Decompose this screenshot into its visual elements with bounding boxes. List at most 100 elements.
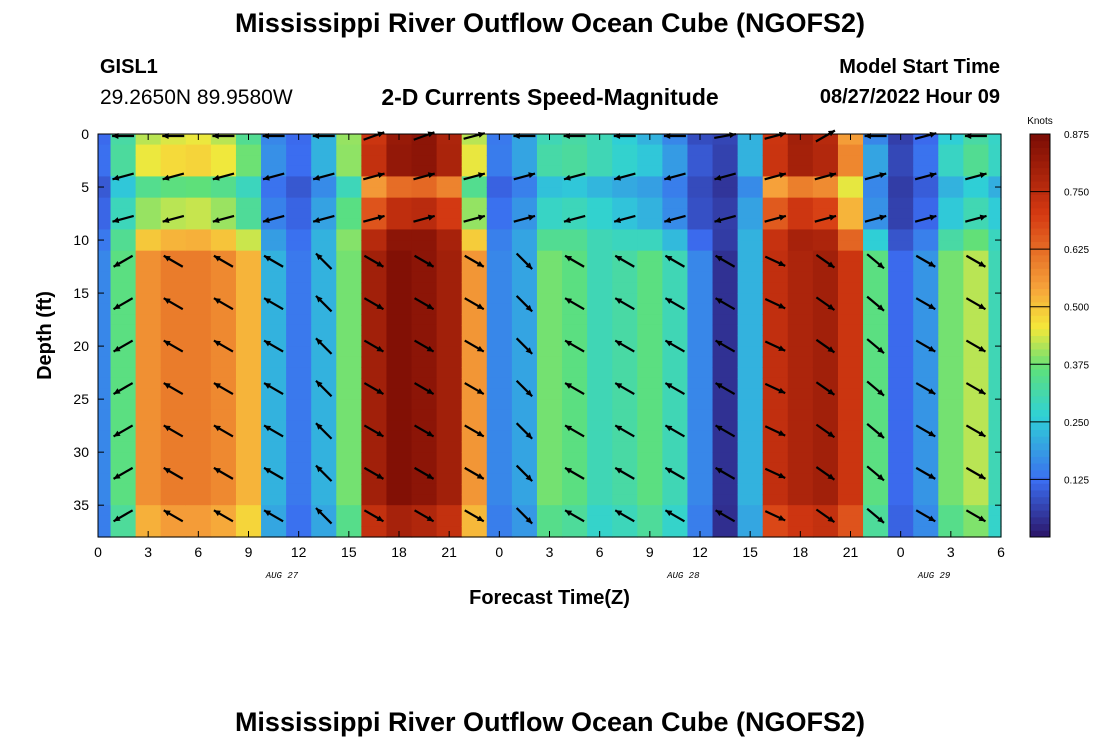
heatmap-cell [938,271,964,284]
heatmap-cell [863,218,889,231]
heatmap-cell [536,261,563,273]
vector-arrow-head [778,472,786,479]
heatmap-cell [863,187,889,199]
heatmap-cell [737,367,764,379]
heatmap-cell [436,346,463,358]
heatmap-cell [185,197,212,209]
heatmap-cell [185,187,212,199]
heatmap-cell [863,261,889,273]
heatmap-cell [411,399,438,411]
heatmap-cell [637,165,663,178]
vector-arrow-head [262,217,270,223]
heatmap-cell [98,483,112,496]
heatmap-cell [637,441,663,453]
heatmap-cell [361,473,388,485]
vector-arrow-head [615,467,623,474]
heatmap-cell [185,155,212,167]
heatmap-cell [361,483,388,496]
heatmap-cell [988,293,1002,305]
vector-arrow-head [525,432,533,439]
vector-arrow-head [264,510,272,517]
heatmap-cell [536,229,563,241]
heatmap-cell [637,250,663,262]
heatmap-cell [737,144,764,156]
heatmap-cell [210,282,237,294]
heatmap-cell [562,515,588,527]
heatmap-cell [837,377,864,390]
heatmap-cell [938,261,964,273]
heatmap-cell [286,187,312,199]
colorbar-segment [1030,234,1050,242]
heatmap-cell [662,271,689,284]
heatmap-cell [261,271,287,284]
heatmap-cell [536,335,563,347]
heatmap-cell [511,240,538,252]
heatmap-cell [461,335,488,347]
date-label: AUG 29 [917,571,951,581]
heatmap-cell [587,229,613,241]
heatmap-cell [436,420,463,432]
vector-arrow-head [565,340,573,347]
heatmap-cell [486,494,513,506]
heatmap-cell [261,515,287,527]
heatmap-cell [837,483,864,496]
heatmap-cell [837,155,864,167]
heatmap-cell [336,441,362,453]
vector-arrow-head [877,474,885,481]
heatmap-cell [536,399,563,411]
heatmap-cell [386,176,413,188]
heatmap-cell [612,515,638,527]
heatmap-cell [386,483,413,496]
vector-arrow-head [715,298,723,304]
vector-arrow-head [664,174,672,181]
heatmap-cell [336,420,362,432]
heatmap-cell [737,420,764,432]
colorbar-segment [1030,335,1050,343]
heatmap-cell [110,399,137,411]
date-label: AUG 28 [666,571,700,581]
vector-arrow-head [928,473,936,479]
heatmap-cell [812,452,839,464]
heatmap-cell [637,356,663,368]
heatmap-cell [637,271,663,284]
heatmap-cell [913,229,939,241]
heatmap-cell [336,229,362,241]
heatmap-cell [687,197,714,209]
heatmap-cell [888,367,914,379]
heatmap-cell [235,240,262,252]
heatmap-cell [261,462,287,474]
heatmap-cell [361,229,388,241]
heatmap-cell [712,261,739,273]
heatmap-cell [762,197,789,209]
heatmap-cell [812,420,839,432]
heatmap-cell [837,399,864,411]
heatmap-cell [837,187,864,199]
vector-arrow-head [778,302,786,309]
heatmap-cell [361,155,388,167]
heatmap-cell [562,324,588,337]
heatmap-cell [110,356,137,368]
heatmap-cell [988,356,1002,368]
heatmap-cell [637,335,663,347]
colorbar-segment [1030,134,1050,142]
heatmap-cell [913,420,939,432]
heatmap-cell [687,399,714,411]
vector-arrow-head [163,340,171,347]
heatmap-cell [587,515,613,527]
heatmap-cell [486,505,513,517]
heatmap-cell [311,176,337,188]
heatmap-cell [110,388,137,400]
vector-arrow-head [376,345,384,352]
heatmap-cell [486,250,513,262]
heatmap-cell [185,218,212,231]
vector-arrow-head [829,172,837,179]
heatmap-cell [235,165,262,178]
heatmap-cell [988,303,1002,315]
heatmap-cell [938,367,964,379]
heatmap-cell [210,303,237,315]
heatmap-cell [712,282,739,294]
heatmap-cell [210,229,237,241]
heatmap-cell [135,165,162,178]
heatmap-cell [160,229,187,241]
heatmap-cell [361,240,388,252]
